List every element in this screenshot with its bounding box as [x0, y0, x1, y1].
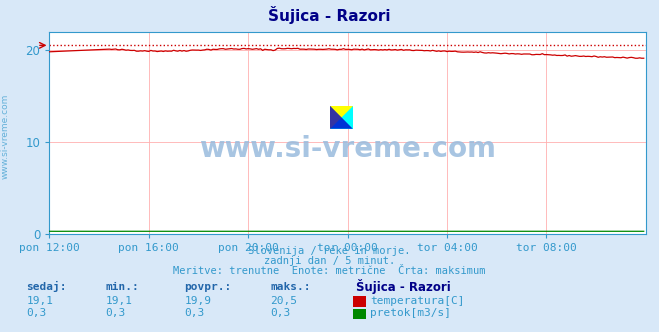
Text: 19,9: 19,9	[185, 296, 212, 306]
Polygon shape	[330, 106, 353, 129]
Text: 0,3: 0,3	[105, 308, 126, 318]
Text: 0,3: 0,3	[270, 308, 291, 318]
Text: 0,3: 0,3	[185, 308, 205, 318]
Text: 0,3: 0,3	[26, 308, 47, 318]
Text: Šujica - Razori: Šujica - Razori	[268, 6, 391, 24]
Text: www.si-vreme.com: www.si-vreme.com	[199, 135, 496, 163]
Text: sedaj:: sedaj:	[26, 282, 67, 292]
Text: 19,1: 19,1	[26, 296, 53, 306]
Text: maks.:: maks.:	[270, 283, 310, 292]
Text: min.:: min.:	[105, 283, 139, 292]
Text: www.si-vreme.com: www.si-vreme.com	[1, 93, 10, 179]
Text: Slovenija / reke in morje.: Slovenija / reke in morje.	[248, 246, 411, 256]
Polygon shape	[330, 106, 353, 129]
Text: Šujica - Razori: Šujica - Razori	[356, 279, 451, 293]
Text: temperatura[C]: temperatura[C]	[370, 296, 465, 306]
Text: pretok[m3/s]: pretok[m3/s]	[370, 308, 451, 318]
Text: povpr.:: povpr.:	[185, 283, 232, 292]
Text: Meritve: trenutne  Enote: metrične  Črta: maksimum: Meritve: trenutne Enote: metrične Črta: …	[173, 266, 486, 276]
Text: 20,5: 20,5	[270, 296, 297, 306]
Text: zadnji dan / 5 minut.: zadnji dan / 5 minut.	[264, 256, 395, 266]
Text: 19,1: 19,1	[105, 296, 132, 306]
